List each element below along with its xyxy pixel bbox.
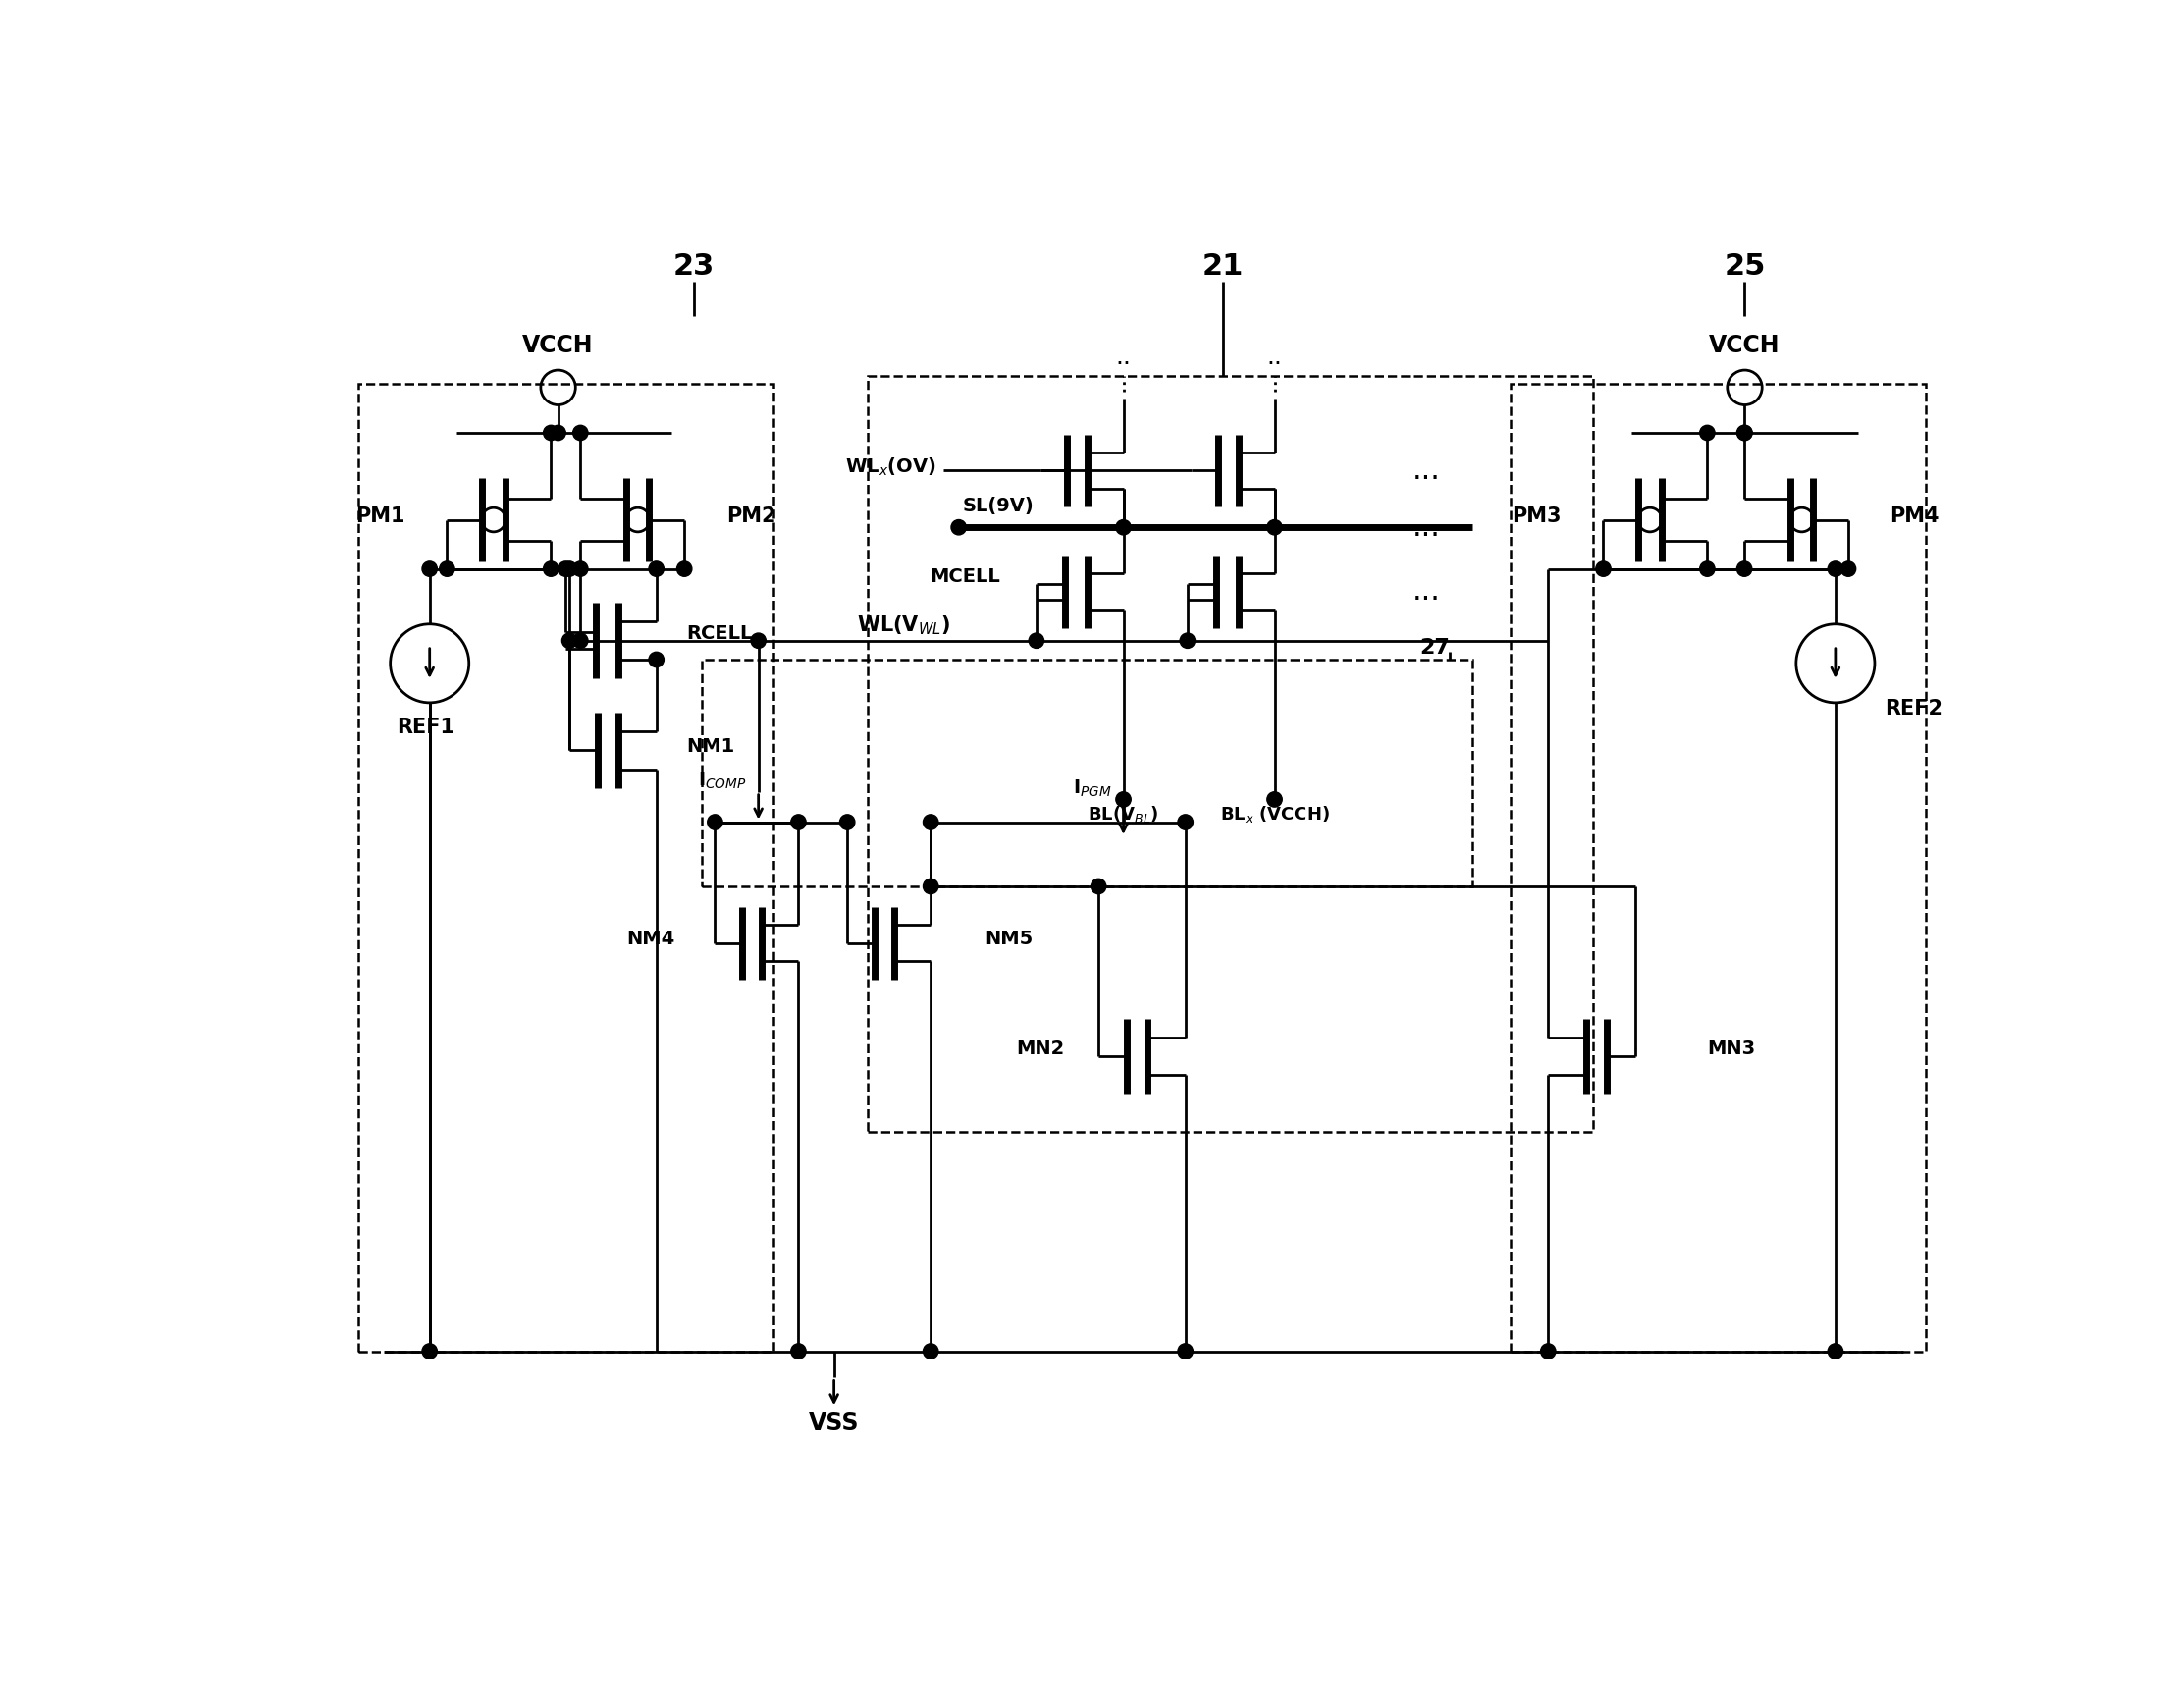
Circle shape	[1116, 520, 1131, 535]
Circle shape	[1179, 633, 1195, 648]
Circle shape	[572, 561, 587, 576]
Text: RCELL: RCELL	[686, 624, 753, 643]
Text: PM1: PM1	[356, 506, 406, 525]
Circle shape	[649, 651, 664, 667]
Circle shape	[422, 561, 437, 576]
Text: PM4: PM4	[1889, 506, 1939, 525]
Circle shape	[1736, 425, 1752, 440]
Text: ...: ...	[1413, 513, 1441, 542]
Text: ...: ...	[1413, 578, 1441, 605]
Text: WL(V$_{WL}$): WL(V$_{WL}$)	[856, 614, 950, 638]
Circle shape	[1597, 561, 1612, 576]
Circle shape	[1267, 520, 1282, 535]
Circle shape	[439, 561, 454, 576]
Circle shape	[1828, 561, 1843, 576]
Text: NM5: NM5	[985, 929, 1033, 948]
Bar	[701, 660, 1472, 887]
Circle shape	[649, 561, 664, 576]
Circle shape	[1092, 878, 1105, 893]
Circle shape	[839, 815, 854, 830]
Text: 23: 23	[673, 252, 714, 281]
Bar	[358, 384, 773, 1350]
Circle shape	[561, 633, 577, 648]
Text: REF2: REF2	[1885, 699, 1942, 718]
Text: VCCH: VCCH	[522, 334, 594, 358]
Circle shape	[924, 878, 939, 893]
Circle shape	[559, 561, 572, 576]
Text: ..: ..	[1267, 344, 1282, 368]
Circle shape	[561, 561, 577, 576]
Text: VCCH: VCCH	[1710, 334, 1780, 358]
Text: 21: 21	[1203, 252, 1245, 281]
Bar	[867, 377, 1594, 1132]
Circle shape	[924, 815, 939, 830]
Circle shape	[751, 633, 767, 648]
Text: WL$_x$(OV): WL$_x$(OV)	[845, 455, 937, 477]
Text: MCELL: MCELL	[930, 568, 1000, 587]
Text: PM3: PM3	[1511, 506, 1562, 525]
Circle shape	[1828, 1344, 1843, 1359]
Circle shape	[1177, 1344, 1192, 1359]
Circle shape	[1699, 561, 1714, 576]
Text: SL(9V): SL(9V)	[963, 496, 1033, 515]
Circle shape	[422, 1344, 437, 1359]
Text: I$_{COMP}$: I$_{COMP}$	[699, 771, 747, 791]
Text: BL$_x$ (VCCH): BL$_x$ (VCCH)	[1219, 805, 1330, 825]
Text: REF1: REF1	[397, 718, 454, 738]
Circle shape	[1841, 561, 1856, 576]
Text: MN2: MN2	[1016, 1040, 1064, 1059]
Bar	[1511, 384, 1926, 1350]
Text: I$_{PGM}$: I$_{PGM}$	[1072, 777, 1112, 798]
Circle shape	[544, 561, 559, 576]
Circle shape	[1267, 791, 1282, 806]
Circle shape	[791, 1344, 806, 1359]
Circle shape	[1699, 425, 1714, 440]
Circle shape	[708, 815, 723, 830]
Circle shape	[1736, 425, 1752, 440]
Circle shape	[1177, 815, 1192, 830]
Text: NM1: NM1	[686, 737, 736, 755]
Circle shape	[924, 1344, 939, 1359]
Circle shape	[544, 425, 559, 440]
Circle shape	[677, 561, 692, 576]
Text: BL(V$_{BL}$): BL(V$_{BL}$)	[1088, 805, 1160, 825]
Text: MN3: MN3	[1708, 1040, 1756, 1059]
Circle shape	[952, 520, 965, 535]
Circle shape	[1029, 633, 1044, 648]
Text: 25: 25	[1723, 252, 1765, 281]
Text: ..: ..	[1116, 344, 1131, 368]
Circle shape	[572, 633, 587, 648]
Circle shape	[1116, 791, 1131, 806]
Text: 27: 27	[1420, 638, 1450, 658]
Text: VSS: VSS	[808, 1412, 858, 1434]
Text: ...: ...	[1413, 457, 1441, 484]
Circle shape	[550, 425, 566, 440]
Text: NM4: NM4	[627, 929, 675, 948]
Circle shape	[1540, 1344, 1555, 1359]
Circle shape	[572, 425, 587, 440]
Text: PM2: PM2	[725, 506, 775, 525]
Circle shape	[1736, 561, 1752, 576]
Circle shape	[791, 815, 806, 830]
